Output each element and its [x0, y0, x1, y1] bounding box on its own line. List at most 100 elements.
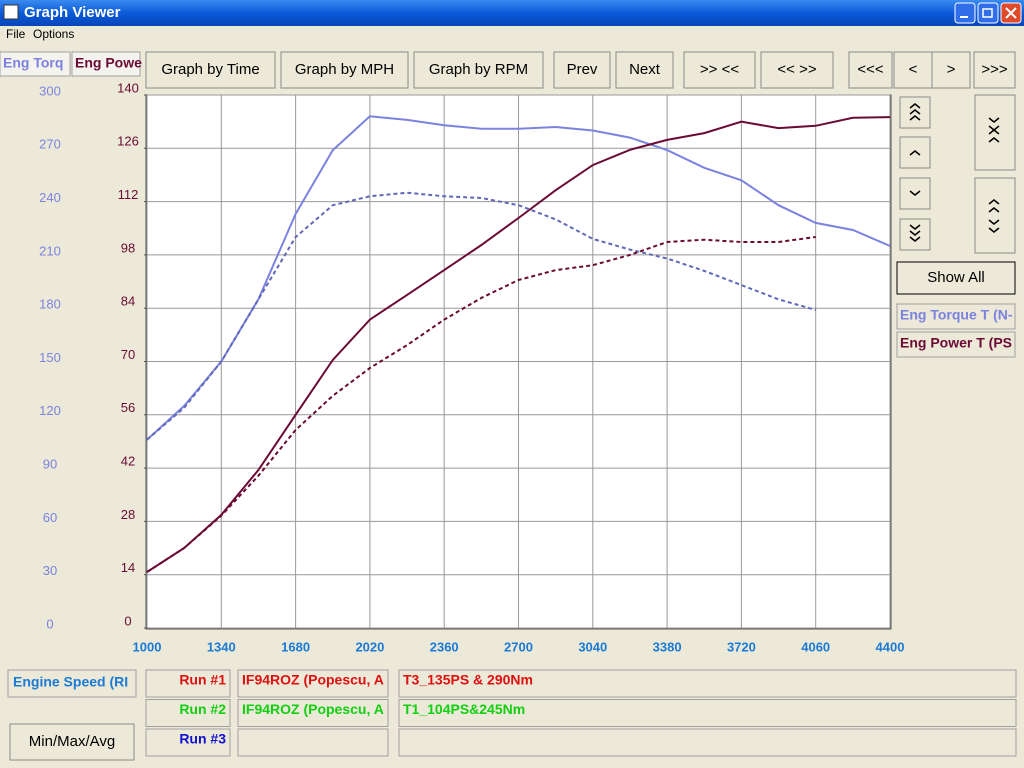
zoom-in-button[interactable] — [974, 94, 1016, 171]
toolbar-button[interactable] — [760, 51, 834, 89]
y-tick-label: 180 — [39, 297, 61, 312]
chevron-icons — [909, 103, 1000, 242]
toolbar-button[interactable] — [280, 51, 409, 89]
toolbar-button-label[interactable]: <<< — [857, 61, 884, 78]
toolbar: Graph by Time Graph by MPH Graph by RPM Pre… — [145, 51, 1016, 89]
show-all-label[interactable]: Show All — [927, 269, 985, 286]
y-tick-label: 60 — [43, 510, 57, 525]
y-tick-label: 90 — [43, 457, 57, 472]
x-tick-label: 3380 — [653, 639, 682, 654]
run-label-box — [145, 669, 231, 698]
y-tick-label: 120 — [39, 403, 61, 418]
scroll-top-button[interactable] — [899, 96, 931, 129]
x-tick-label: 3040 — [578, 639, 607, 654]
y-tick-label: 150 — [39, 350, 61, 365]
min-max-avg-label[interactable]: Min/Max/Avg — [29, 733, 115, 750]
scroll-up-button[interactable] — [899, 136, 931, 169]
toolbar-button-label[interactable]: > — [947, 61, 956, 78]
toolbar-button[interactable] — [973, 51, 1016, 89]
y2-tick-label: 28 — [121, 507, 135, 522]
x-tick-label: 1680 — [281, 639, 310, 654]
toolbar-button-label[interactable]: >>> — [981, 61, 1008, 78]
x-tick-label: 2020 — [355, 639, 384, 654]
legend-label: Eng Torque T (N- — [900, 307, 1013, 323]
run-description: T3_135PS & 290Nm — [403, 672, 533, 688]
y2-tick-label: 56 — [121, 400, 135, 415]
x-axis-label: Engine Speed (RI — [13, 674, 128, 690]
run-description: T1_104PS&245Nm — [403, 701, 525, 717]
y2-tick-label: 70 — [121, 347, 135, 362]
toolbar-button-label[interactable]: Graph by Time — [161, 61, 259, 78]
y-tick-label: 240 — [39, 190, 61, 205]
power-tab[interactable] — [71, 51, 141, 77]
toolbar-button[interactable] — [893, 51, 933, 89]
run-vehicle-box — [237, 699, 389, 727]
legend-label: Eng Power T (PS — [900, 335, 1012, 351]
y-tick-label: 300 — [39, 83, 61, 98]
toolbar-button-label[interactable]: Next — [629, 61, 661, 78]
toolbar-button[interactable] — [413, 51, 544, 89]
y2-tick-label: 14 — [121, 560, 135, 575]
y2-tick-label: 0 — [124, 613, 131, 628]
legend-item — [896, 331, 1016, 358]
x-tick-label: 1000 — [133, 639, 162, 654]
restore-icon — [982, 8, 993, 18]
minimize-button[interactable] — [954, 2, 976, 24]
app-icon — [3, 4, 19, 20]
run-vehicle: IF94ROZ (Popescu, A — [242, 672, 384, 688]
y-tick-label: 30 — [43, 563, 57, 578]
zoom-out-button[interactable] — [974, 177, 1016, 254]
y2-tick-label: 126 — [117, 134, 139, 149]
series-line — [146, 116, 891, 573]
toolbar-button[interactable] — [145, 51, 276, 89]
toolbar-button-label[interactable]: >> << — [700, 61, 739, 78]
torque-tab-label[interactable]: Eng Torq — [3, 55, 63, 71]
min-max-avg-button[interactable] — [9, 723, 135, 761]
run-vehicle: IF94ROZ (Popescu, A — [242, 701, 384, 717]
x-tick-label: 2360 — [430, 639, 459, 654]
runs-table: Run #1 IF94ROZ (Popescu, A T3_135PS & 290N… — [145, 669, 1017, 757]
run-label-box — [145, 699, 231, 727]
run-vehicle-box — [237, 728, 389, 757]
toolbar-button-label[interactable]: < — [909, 61, 918, 78]
toolbar-button[interactable] — [683, 51, 756, 89]
x-tick-label: 2700 — [504, 639, 533, 654]
run-description-box — [398, 669, 1017, 698]
toolbar-button-label[interactable]: Graph by RPM — [429, 61, 528, 78]
y-tick-label: 270 — [39, 137, 61, 152]
x-tick-label: 4060 — [801, 639, 830, 654]
x-tick-label: 4400 — [876, 639, 905, 654]
y-tick-label: 210 — [39, 243, 61, 258]
torque-tab[interactable] — [0, 51, 71, 77]
title-bar — [0, 0, 1024, 26]
toolbar-button-label[interactable]: Graph by MPH — [295, 61, 394, 78]
power-tab-label[interactable]: Eng Powe — [75, 55, 142, 71]
restore-button[interactable] — [977, 2, 999, 24]
window-title: Graph Viewer — [24, 4, 121, 21]
toolbar-button-label[interactable]: << >> — [777, 61, 816, 78]
series-line — [146, 191, 816, 441]
y2-tick-label: 112 — [118, 187, 139, 202]
y2-tick-label: 140 — [117, 80, 139, 95]
toolbar-button[interactable] — [553, 51, 611, 89]
scroll-down-button[interactable] — [899, 177, 931, 210]
run-description-box — [398, 728, 1017, 757]
run-label: Run #2 — [179, 701, 226, 717]
x-tick-label: 3720 — [727, 639, 756, 654]
legend-item — [896, 303, 1016, 330]
y2-tick-label: 98 — [121, 240, 135, 255]
toolbar-button[interactable] — [848, 51, 893, 89]
toolbar-button-label[interactable]: Prev — [567, 61, 598, 78]
menu-item[interactable]: Options — [33, 27, 74, 41]
toolbar-button[interactable] — [615, 51, 674, 89]
run-label: Run #3 — [179, 731, 226, 747]
y2-tick-label: 42 — [121, 454, 135, 469]
run-vehicle-box — [237, 669, 389, 698]
toolbar-button[interactable] — [931, 51, 971, 89]
chart: 1000 1340 1680 2020 2360 2700 3040 3380 3720 4060… — [39, 80, 904, 654]
x-tick-label: 1340 — [207, 639, 236, 654]
menu-item[interactable]: File — [6, 27, 26, 41]
show-all-button[interactable] — [896, 261, 1016, 295]
series-line — [146, 115, 891, 441]
